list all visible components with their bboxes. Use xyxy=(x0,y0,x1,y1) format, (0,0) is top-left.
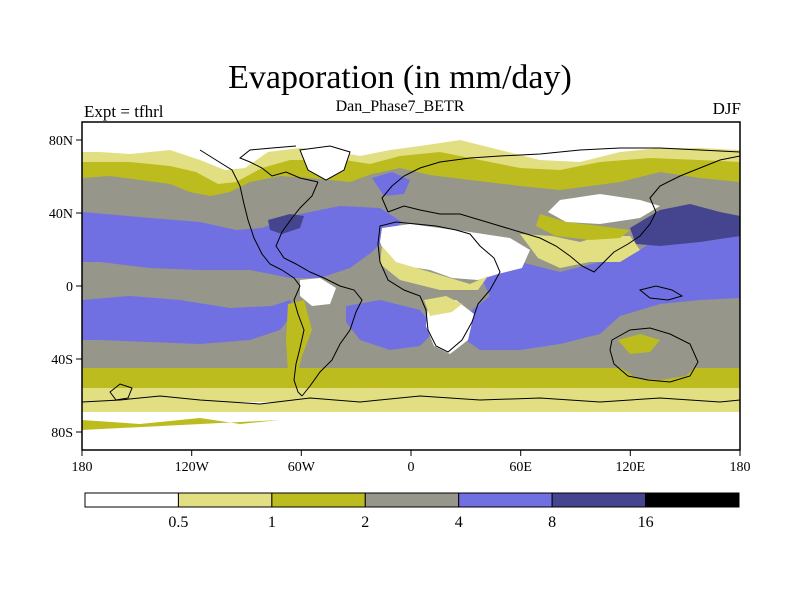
field-antarctic-edge xyxy=(82,396,740,412)
coast-americas-east xyxy=(275,181,363,397)
coast-canada xyxy=(239,145,319,183)
field-north-australia xyxy=(618,334,660,354)
colorbar-label: 16 xyxy=(638,514,654,531)
field-sahara xyxy=(380,224,530,280)
colorbar-label: 1 xyxy=(268,514,276,531)
field-south-atlantic-blue xyxy=(346,300,436,350)
x-tick-label: 120E xyxy=(616,460,646,475)
colorbar-box xyxy=(271,492,366,508)
colorbar-box xyxy=(364,492,460,508)
field-indian-west-pacific-blue xyxy=(460,216,740,350)
coast-antarctica xyxy=(82,395,740,405)
x-tick-label: 180 xyxy=(72,460,93,475)
y-tick-label: 0 xyxy=(66,280,73,295)
colorbar-label: 2 xyxy=(361,514,369,531)
coast-indonesia xyxy=(638,285,684,301)
field-gulf-stream-dark xyxy=(268,214,304,234)
colorbar-label: 8 xyxy=(548,514,556,531)
coast-africa xyxy=(377,221,501,353)
field-andes xyxy=(286,300,312,380)
field-amazon-dry xyxy=(300,278,336,306)
y-axis-labels: 80N 40N 0 40S 80S xyxy=(49,134,73,441)
colorbar xyxy=(84,492,740,508)
coast-eurasia-south xyxy=(387,155,740,273)
coast-australia xyxy=(609,327,699,383)
colorbar-label: 0.5 xyxy=(168,514,188,531)
colorbar-box xyxy=(84,492,179,508)
y-tick-label: 40N xyxy=(49,207,73,222)
field-ross-sea xyxy=(82,418,280,430)
field-sahel xyxy=(380,246,488,290)
x-tick-label: 0 xyxy=(408,460,415,475)
field-southern-yellow xyxy=(82,388,740,402)
experiment-label: Expt = tfhrl xyxy=(84,102,164,121)
map-field xyxy=(82,122,740,450)
x-tick-label: 120W xyxy=(175,460,210,475)
x-axis-labels: 180 120W 60W 0 60E 120E 180 xyxy=(72,460,751,475)
colorbar-box xyxy=(458,492,553,508)
y-tick-label: 80N xyxy=(49,134,73,149)
x-tick-label: 180 xyxy=(730,460,751,475)
field-kuroshio-dark xyxy=(630,204,740,246)
chart-subtitle: Dan_Phase7_BETR xyxy=(335,98,465,115)
colorbar-box xyxy=(551,492,647,508)
field-tibet xyxy=(536,214,630,240)
x-tick-label: 60E xyxy=(509,460,532,475)
field-southern-africa-edge xyxy=(424,296,462,316)
coast-greenland xyxy=(299,145,351,181)
field-north-atlantic-pacific-blue xyxy=(82,206,402,278)
colorbar-label: 4 xyxy=(455,514,463,531)
coast-americas-west xyxy=(199,149,305,397)
season-label: DJF xyxy=(712,99,741,118)
chart-title: Evaporation (in mm/day) xyxy=(228,59,572,96)
coast-new-zealand xyxy=(109,383,133,401)
field-norwegian-sea xyxy=(372,172,410,196)
coast-eurasia-north xyxy=(381,147,740,213)
field-central-asia xyxy=(548,194,660,224)
colorbar-box xyxy=(645,492,740,508)
x-tick-label: 60W xyxy=(288,460,316,475)
coastlines xyxy=(82,145,740,405)
field-south-pacific-blue xyxy=(82,296,296,344)
axis-ticks xyxy=(76,139,741,456)
colorbar-box xyxy=(177,492,273,508)
field-greenland xyxy=(300,146,350,180)
field-north-white xyxy=(82,122,740,170)
colorbar-labels: 0.5 1 2 4 8 16 xyxy=(168,514,653,531)
y-tick-label: 40S xyxy=(51,353,73,368)
y-tick-label: 80S xyxy=(51,426,73,441)
